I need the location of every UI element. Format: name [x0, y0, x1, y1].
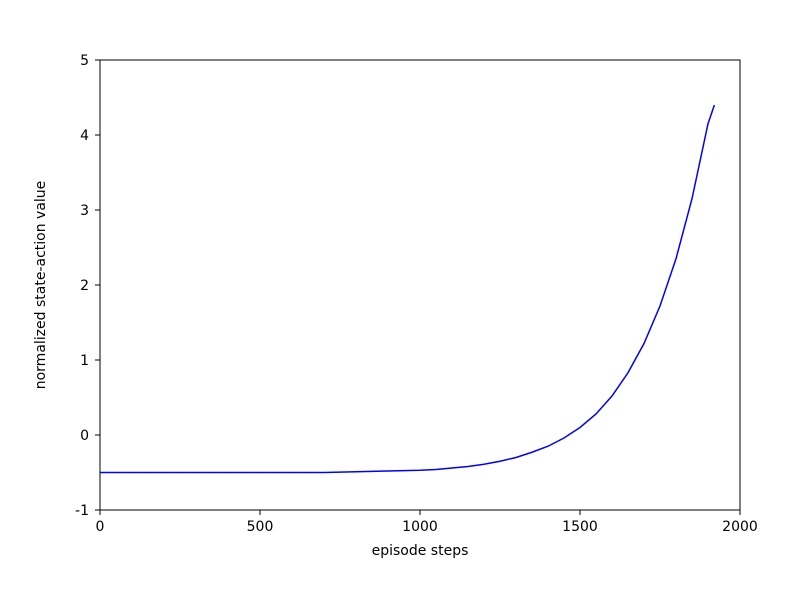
y-tick-label: 3	[80, 203, 89, 219]
x-tick-label: 500	[247, 519, 274, 535]
y-tick-label: -1	[75, 503, 89, 519]
y-axis-label: normalized state-action value	[33, 181, 49, 390]
y-tick-label: 4	[80, 128, 89, 144]
y-tick-label: 2	[80, 278, 89, 294]
x-tick-label: 0	[96, 519, 105, 535]
line-chart: 0500100015002000 -1012345 episode steps …	[0, 0, 800, 600]
y-tick-label: 5	[80, 53, 89, 69]
x-tick-label: 2000	[722, 519, 758, 535]
y-tick-label: 0	[80, 428, 89, 444]
x-tick-label: 1000	[402, 519, 438, 535]
x-axis-label: episode steps	[372, 543, 469, 559]
x-tick-label: 1500	[562, 519, 598, 535]
y-tick-label: 1	[80, 353, 89, 369]
